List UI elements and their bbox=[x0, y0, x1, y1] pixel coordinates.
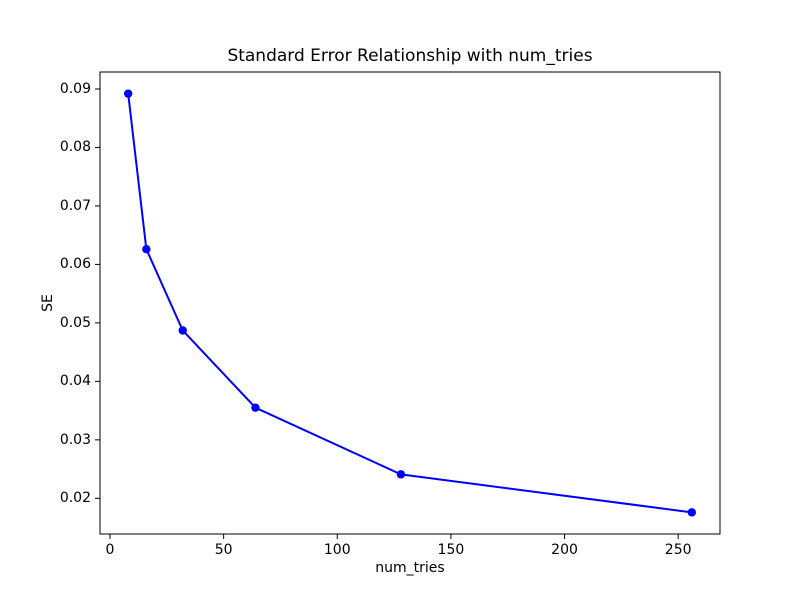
y-tick-label: 0.02 bbox=[59, 490, 91, 507]
x-tick-label: 50 bbox=[214, 542, 233, 558]
chart-title: Standard Error Relationship with num_tri… bbox=[227, 46, 593, 66]
y-tick-label: 0.08 bbox=[59, 139, 91, 156]
data-point bbox=[142, 245, 151, 254]
x-tick-label: 150 bbox=[437, 542, 465, 558]
y-tick-label: 0.04 bbox=[59, 373, 91, 390]
y-tick-label: 0.09 bbox=[59, 80, 91, 97]
data-point bbox=[396, 470, 406, 479]
y-axis-label: SE bbox=[40, 294, 56, 312]
data-point bbox=[251, 403, 260, 412]
x-tick-label: 0 bbox=[105, 542, 115, 558]
x-tick-label: 200 bbox=[551, 542, 578, 558]
data-point bbox=[178, 326, 187, 335]
x-tick-label: 100 bbox=[323, 542, 351, 558]
y-tick-label: 0.06 bbox=[59, 256, 91, 273]
se-line bbox=[127, 93, 692, 514]
y-tick-label: 0.07 bbox=[59, 197, 91, 214]
y-tick-label: 0.05 bbox=[59, 314, 91, 331]
data-point bbox=[123, 89, 133, 98]
y-tick-label: 0.03 bbox=[59, 431, 91, 448]
data-point bbox=[687, 508, 697, 517]
plot-frame bbox=[99, 71, 721, 535]
x-axis-label: num_tries bbox=[375, 560, 445, 576]
x-tick-label: 250 bbox=[664, 542, 692, 558]
